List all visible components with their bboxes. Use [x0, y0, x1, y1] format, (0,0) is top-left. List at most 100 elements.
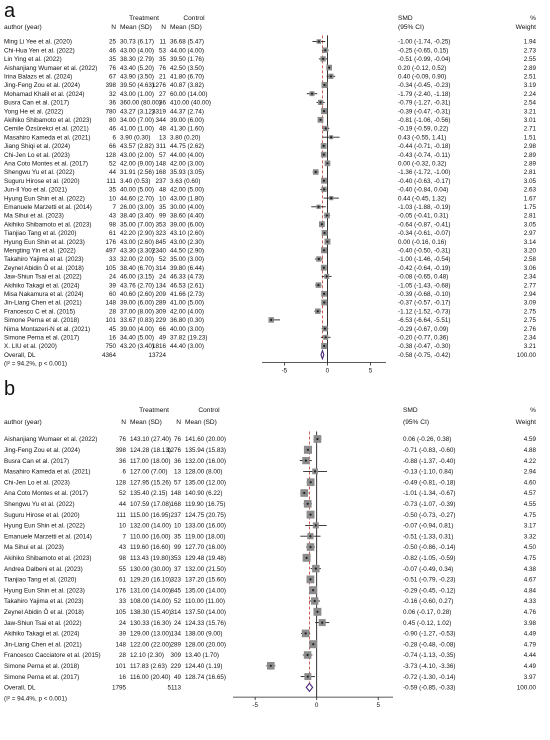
control-n: 49	[159, 335, 167, 342]
treatment-mean-sd: 26.00 (3.00)	[120, 204, 154, 211]
control-mean-sd: 132.00 (21.50)	[185, 566, 226, 573]
treatment-n: 6	[112, 134, 116, 141]
control-mean-sd: 44.40 (3.00)	[170, 343, 204, 350]
point-estimate	[325, 275, 328, 278]
treatment-n: 44	[109, 169, 117, 176]
control-mean-sd: 137.50 (14.00)	[185, 609, 226, 616]
smd-ci-value: -0.07 (-0.49, 0.34)	[403, 566, 453, 573]
study-name: Jiang Shiqi et al. (2024)	[4, 143, 70, 150]
treatment-mean-sd: 42.20 (2.90)	[120, 230, 154, 237]
smd-ci-value: -0.16 (-0.60, 0.27)	[403, 598, 453, 605]
heterogeneity-stat: (I² = 94.2%, p < 0.001)	[4, 361, 67, 368]
treatment-mean-sd: 38.40 (3.40)	[120, 213, 154, 220]
treatment-n: 39	[119, 631, 127, 638]
smd-ci-value: 0.40 (-0.09, 0.90)	[398, 74, 446, 81]
treatment-mean-sd: 42.00 (9.00)	[120, 161, 154, 168]
point-estimate	[322, 110, 326, 113]
study-name: Simone Perna et al. (2017)	[4, 674, 79, 681]
study-weight: 2.34	[524, 335, 537, 342]
study-weight: 2.81	[524, 213, 537, 220]
control-mean-sd: 140.90 (6.22)	[185, 490, 222, 497]
study-name: Shengwu Yu et al. (2022)	[4, 169, 75, 176]
treatment-mean-sd: 43.30 (3.30)	[120, 248, 154, 255]
control-n: 52	[174, 598, 182, 605]
treatment-n: 25	[109, 39, 117, 46]
study-weight: 2.94	[524, 469, 537, 476]
study-weight: 4.84	[524, 587, 537, 594]
point-estimate	[322, 266, 325, 269]
smd-ci-value: 0.00 (-0.32, 0.32)	[398, 161, 446, 168]
control-mean-sd: 36.80 (0.30)	[170, 317, 204, 324]
study-name: Tianjiao Tang et al. (2020)	[4, 577, 76, 584]
study-name: Simone Perna et al. (2018)	[4, 317, 79, 324]
smd-ci-value: -0.74 (-1.13, -0.35)	[403, 652, 456, 659]
study-weight: 3.19	[524, 82, 537, 89]
treatment-n: 105	[105, 265, 116, 272]
control-mean-sd: 43.10 (2.60)	[170, 230, 204, 237]
study-weight: 4.22	[524, 458, 537, 465]
overall-control-n: 13724	[148, 352, 166, 359]
smd-ci-value: 0.43 (-0.55, 1.41)	[398, 134, 446, 141]
point-estimate	[314, 567, 317, 570]
treatment-mean-sd: 43.57 (2.82)	[120, 143, 154, 150]
study-name: Suguru Hirose et al. (2020)	[4, 512, 80, 519]
control-n: 309	[155, 308, 166, 315]
control-n: 323	[170, 577, 181, 584]
smd-ci-value: -0.40 (-0.63, -0.17)	[398, 178, 451, 185]
study-name: Hyung Eun Shin et al. (2022)	[4, 195, 85, 202]
study-name: Zeynel Abidin Ö et al. (2018)	[4, 264, 84, 272]
treatment-mean-sd: 135.40 (2.15)	[130, 490, 167, 497]
control-n: 49	[174, 674, 182, 681]
study-weight: 2.73	[524, 47, 537, 54]
smd-ci-value: 0.06 (-0.17, 0.28)	[403, 609, 451, 616]
treatment-mean-header: Mean (SD)	[120, 24, 152, 31]
smd-ci-value: -0.88 (-1.37, -0.40)	[403, 458, 456, 465]
point-estimate	[316, 310, 319, 313]
control-mean-header: Mean (SD)	[185, 419, 217, 426]
treatment-n: 128	[105, 152, 116, 159]
study-weight: 1.75	[524, 204, 537, 211]
control-n: 52	[159, 256, 167, 263]
treatment-mean-sd: 116.00 (20.40)	[130, 674, 171, 681]
treatment-header: Treatment	[139, 407, 169, 414]
treatment-n: 76	[119, 436, 127, 443]
treatment-n: 24	[119, 620, 127, 627]
smd-ci-value: -0.42 (-0.64, -0.19)	[398, 265, 451, 272]
control-mean-sd: 35.93 (3.05)	[170, 169, 204, 176]
study-weight: 4.33	[524, 598, 537, 605]
study-weight: 4.75	[524, 555, 537, 562]
treatment-n: 36	[109, 100, 117, 107]
study-weight: 4.55	[524, 501, 537, 508]
smd-ci-value: -0.50 (-0.86, -0.14)	[403, 544, 456, 551]
smd-ci-value: -0.29 (-0.67, 0.09)	[398, 326, 448, 333]
treatment-mean-sd: 117.00 (18.00)	[130, 458, 171, 465]
study-weight: 2.76	[524, 326, 537, 333]
weight-header: Weight	[516, 419, 537, 426]
study-name: Akihiko Takagi et al. (2024)	[4, 282, 80, 289]
study-weight: 3.32	[524, 533, 537, 540]
smd-ci-value: -0.79 (-1.27, -0.31)	[398, 100, 451, 107]
study-name: Ming Li Yee et al. (2020)	[4, 39, 72, 46]
study-weight: 3.98	[524, 620, 537, 627]
treatment-mean-sd: 143.10 (27.40)	[130, 436, 171, 443]
treatment-mean-sd: 34.40 (5.00)	[120, 335, 154, 342]
point-estimate	[309, 545, 312, 549]
study-name: Masahiro Kameda et al. (2021)	[4, 469, 90, 476]
point-estimate	[306, 502, 309, 505]
study-weight: 4.79	[524, 641, 537, 648]
control-n: 76	[174, 436, 182, 443]
control-mean-sd: 46.53 (2.61)	[170, 282, 204, 289]
treatment-n: 46	[109, 126, 117, 133]
study-name: Akihiko Takagi et al. (2024)	[4, 631, 80, 638]
smd-ci-value: -0.90 (-1.27, -0.53)	[403, 631, 456, 638]
study-name: Jin-Liang Chen et al. (2021)	[4, 300, 82, 307]
smd-ci-value: -0.13 (-1.10, 0.84)	[403, 469, 453, 476]
point-estimate	[316, 437, 319, 441]
treatment-n: 52	[109, 161, 117, 168]
point-estimate	[317, 205, 320, 208]
study-name: Jin-Liang Chen et al. (2021)	[4, 641, 82, 648]
treatment-n: 76	[109, 65, 117, 72]
smd-ci-value: -0.40 (-0.50, -0.31)	[398, 248, 451, 255]
study-name: Ana Coto Montes et al. (2017)	[4, 161, 88, 168]
treatment-mean-sd: 138.30 (15.40)	[130, 609, 171, 616]
